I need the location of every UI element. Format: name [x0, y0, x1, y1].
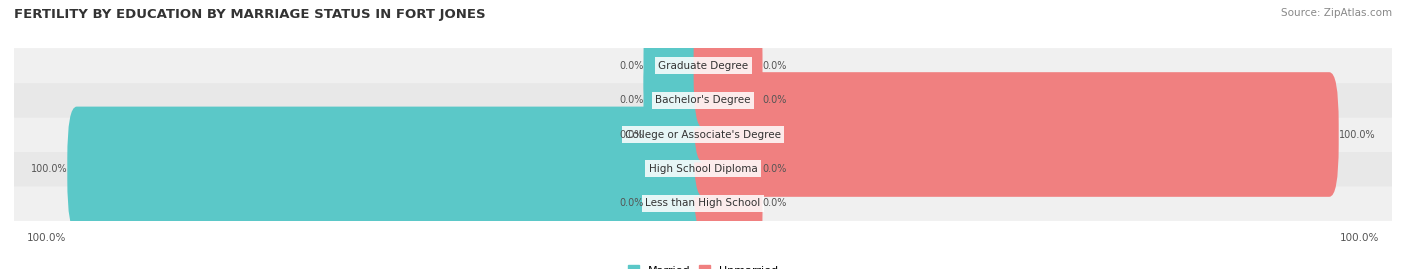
Text: Graduate Degree: Graduate Degree — [658, 61, 748, 71]
FancyBboxPatch shape — [693, 107, 762, 231]
FancyBboxPatch shape — [67, 107, 713, 231]
FancyBboxPatch shape — [644, 141, 713, 266]
FancyBboxPatch shape — [693, 72, 1339, 197]
Text: Bachelor's Degree: Bachelor's Degree — [655, 95, 751, 105]
Text: 0.0%: 0.0% — [619, 95, 644, 105]
Text: 100.0%: 100.0% — [1339, 129, 1375, 140]
Legend: Married, Unmarried: Married, Unmarried — [623, 261, 783, 269]
Text: College or Associate's Degree: College or Associate's Degree — [626, 129, 780, 140]
Text: 0.0%: 0.0% — [762, 95, 787, 105]
FancyBboxPatch shape — [693, 3, 762, 128]
Text: 0.0%: 0.0% — [619, 129, 644, 140]
Text: 0.0%: 0.0% — [619, 198, 644, 208]
Text: 0.0%: 0.0% — [762, 61, 787, 71]
Text: 100.0%: 100.0% — [31, 164, 67, 174]
FancyBboxPatch shape — [644, 38, 713, 162]
FancyBboxPatch shape — [14, 83, 1392, 118]
Text: High School Diploma: High School Diploma — [648, 164, 758, 174]
Text: Source: ZipAtlas.com: Source: ZipAtlas.com — [1281, 8, 1392, 18]
Text: 0.0%: 0.0% — [762, 198, 787, 208]
Text: 100.0%: 100.0% — [27, 233, 66, 243]
Text: 0.0%: 0.0% — [762, 164, 787, 174]
FancyBboxPatch shape — [693, 141, 762, 266]
Text: Less than High School: Less than High School — [645, 198, 761, 208]
FancyBboxPatch shape — [14, 117, 1392, 152]
FancyBboxPatch shape — [14, 186, 1392, 221]
FancyBboxPatch shape — [644, 72, 713, 197]
FancyBboxPatch shape — [14, 151, 1392, 186]
Text: 100.0%: 100.0% — [1340, 233, 1379, 243]
Text: FERTILITY BY EDUCATION BY MARRIAGE STATUS IN FORT JONES: FERTILITY BY EDUCATION BY MARRIAGE STATU… — [14, 8, 485, 21]
FancyBboxPatch shape — [693, 38, 762, 162]
FancyBboxPatch shape — [644, 3, 713, 128]
FancyBboxPatch shape — [14, 48, 1392, 83]
Text: 0.0%: 0.0% — [619, 61, 644, 71]
